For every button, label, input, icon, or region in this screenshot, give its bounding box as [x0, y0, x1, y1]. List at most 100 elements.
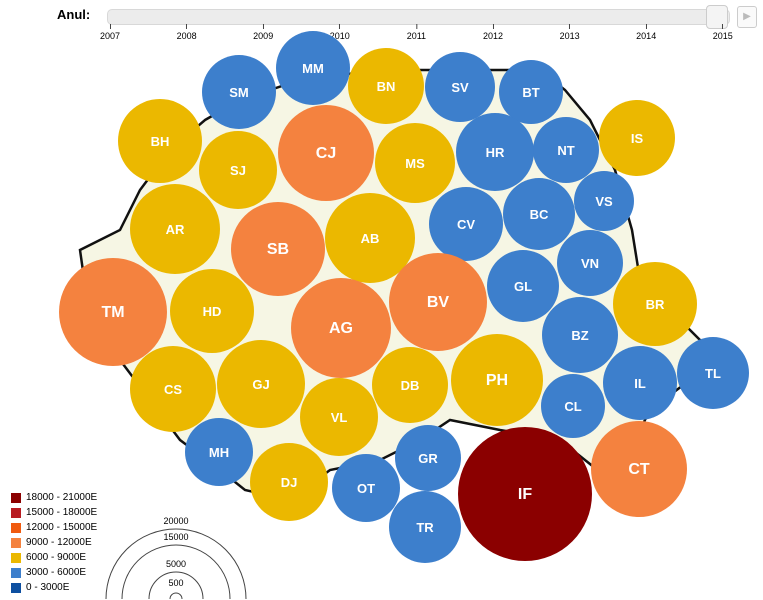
legend-label: 18000 - 21000E	[26, 492, 98, 503]
bubble-circle[interactable]	[372, 347, 448, 423]
county-bubble-mh[interactable]: MH	[185, 418, 253, 486]
bubble-circle[interactable]	[59, 258, 167, 366]
play-button[interactable]: ▶	[737, 6, 757, 28]
bubble-circle[interactable]	[202, 55, 276, 129]
county-bubble-sb[interactable]: SB	[231, 202, 325, 296]
county-label: AB	[361, 231, 380, 246]
county-bubble-sj[interactable]: SJ	[199, 131, 277, 209]
bubble-circle[interactable]	[395, 425, 461, 491]
county-bubble-vs[interactable]: VS	[574, 171, 634, 231]
bubble-circle[interactable]	[458, 427, 592, 561]
legend-item: 6000 - 9000E	[11, 550, 97, 565]
bubble-circle[interactable]	[231, 202, 325, 296]
bubble-circle[interactable]	[613, 262, 697, 346]
county-bubble-vn[interactable]: VN	[557, 230, 623, 296]
bubble-circle[interactable]	[199, 131, 277, 209]
bubble-circle[interactable]	[542, 297, 618, 373]
county-label: NT	[557, 143, 574, 158]
county-bubble-cv[interactable]: CV	[429, 187, 503, 261]
bubble-circle[interactable]	[130, 346, 216, 432]
bubble-circle[interactable]	[375, 123, 455, 203]
bubble-circle[interactable]	[278, 105, 374, 201]
county-bubble-il[interactable]: IL	[603, 346, 677, 420]
county-label: CJ	[316, 145, 336, 162]
county-bubble-tr[interactable]: TR	[389, 491, 461, 563]
bubble-circle[interactable]	[118, 99, 202, 183]
county-bubble-ot[interactable]: OT	[332, 454, 400, 522]
bubble-circle[interactable]	[499, 60, 563, 124]
county-bubble-nt[interactable]: NT	[533, 117, 599, 183]
county-bubble-ab[interactable]: AB	[325, 193, 415, 283]
county-label: BR	[646, 297, 665, 312]
county-bubble-cj[interactable]: CJ	[278, 105, 374, 201]
bubble-circle[interactable]	[451, 334, 543, 426]
bubble-circle[interactable]	[348, 48, 424, 124]
legend-label: 6000 - 9000E	[26, 552, 87, 563]
county-bubble-vl[interactable]: VL	[300, 378, 378, 456]
county-bubble-gr[interactable]: GR	[395, 425, 461, 491]
county-bubble-hr[interactable]: HR	[456, 113, 534, 191]
bubble-circle[interactable]	[217, 340, 305, 428]
bubble-circle[interactable]	[130, 184, 220, 274]
county-bubble-ct[interactable]: CT	[591, 421, 687, 517]
county-bubble-tl[interactable]: TL	[677, 337, 749, 409]
county-bubble-sm[interactable]: SM	[202, 55, 276, 129]
county-bubble-if[interactable]: IF	[458, 427, 592, 561]
bubble-circle[interactable]	[276, 31, 350, 105]
county-bubble-gl[interactable]: GL	[487, 250, 559, 322]
bubble-circle[interactable]	[487, 250, 559, 322]
county-bubble-dj[interactable]: DJ	[250, 443, 328, 521]
county-bubble-tm[interactable]: TM	[59, 258, 167, 366]
bubble-circle[interactable]	[533, 117, 599, 183]
county-bubble-ph[interactable]: PH	[451, 334, 543, 426]
bubble-circle[interactable]	[332, 454, 400, 522]
bubble-circle[interactable]	[603, 346, 677, 420]
bubble-circle[interactable]	[574, 171, 634, 231]
year-tick: 2013	[560, 24, 580, 41]
county-bubble-db[interactable]: DB	[372, 347, 448, 423]
bubble-circle[interactable]	[557, 230, 623, 296]
legend-item: 12000 - 15000E	[11, 520, 97, 535]
legend-swatch	[11, 537, 21, 548]
year-tick: 2015	[713, 24, 733, 41]
county-bubble-is[interactable]: IS	[599, 100, 675, 176]
bubble-circle[interactable]	[591, 421, 687, 517]
bubble-circle[interactable]	[300, 378, 378, 456]
bubble-circle[interactable]	[291, 278, 391, 378]
bubble-circle[interactable]	[389, 253, 487, 351]
county-label: MH	[209, 445, 229, 460]
county-bubble-bz[interactable]: BZ	[542, 297, 618, 373]
county-bubble-bt[interactable]: BT	[499, 60, 563, 124]
bubble-circle[interactable]	[503, 178, 575, 250]
bubble-circle[interactable]	[170, 269, 254, 353]
county-bubble-bh[interactable]: BH	[118, 99, 202, 183]
bubble-circle[interactable]	[389, 491, 461, 563]
legend-item: 0 - 3000E	[11, 580, 97, 595]
county-bubble-cs[interactable]: CS	[130, 346, 216, 432]
county-bubble-gj[interactable]: GJ	[217, 340, 305, 428]
county-bubbles: SM MM BN SV BT IS BH SJ CJ MS HR NT VS AR SB AB CV BC VN BR…	[59, 31, 749, 563]
county-bubble-ar[interactable]: AR	[130, 184, 220, 274]
bubble-circle[interactable]	[541, 374, 605, 438]
county-bubble-ag[interactable]: AG	[291, 278, 391, 378]
county-bubble-mm[interactable]: MM	[276, 31, 350, 105]
bubble-circle[interactable]	[599, 100, 675, 176]
county-bubble-bc[interactable]: BC	[503, 178, 575, 250]
bubble-circle[interactable]	[429, 187, 503, 261]
county-bubble-hd[interactable]: HD	[170, 269, 254, 353]
bubble-circle[interactable]	[677, 337, 749, 409]
county-bubble-sv[interactable]: SV	[425, 52, 495, 122]
county-bubble-br[interactable]: BR	[613, 262, 697, 346]
bubble-circle[interactable]	[250, 443, 328, 521]
county-label: BN	[377, 79, 396, 94]
bubble-circle[interactable]	[185, 418, 253, 486]
county-bubble-bn[interactable]: BN	[348, 48, 424, 124]
bubble-circle[interactable]	[425, 52, 495, 122]
county-bubble-ms[interactable]: MS	[375, 123, 455, 203]
county-bubble-bv[interactable]: BV	[389, 253, 487, 351]
bubble-circle[interactable]	[325, 193, 415, 283]
county-label: HR	[486, 145, 505, 160]
county-label: IS	[631, 131, 644, 146]
county-bubble-cl[interactable]: CL	[541, 374, 605, 438]
bubble-circle[interactable]	[456, 113, 534, 191]
